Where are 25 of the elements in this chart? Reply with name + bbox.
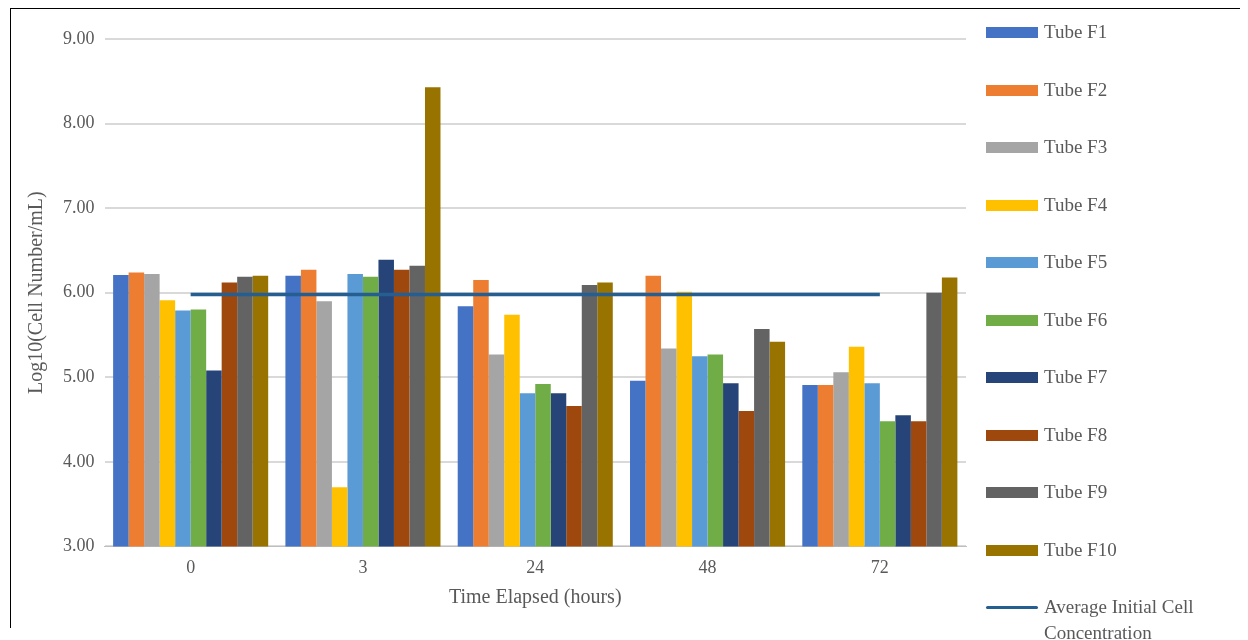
legend-label: Average Initial Cell Concentration <box>1044 595 1195 640</box>
x-tick-label: 3 <box>358 556 368 577</box>
y-tick-label: 6.00 <box>63 281 95 302</box>
legend-label: Tube F4 <box>1044 192 1108 217</box>
legend-label: Tube F10 <box>1044 537 1117 562</box>
legend-label: Tube F7 <box>1044 365 1108 389</box>
x-tick-label: 48 <box>698 556 717 577</box>
legend-label: Tube F9 <box>1044 480 1108 504</box>
legend-label: Tube F8 <box>1044 422 1108 447</box>
y-tick-label: 5.00 <box>63 366 95 386</box>
y-axis-title: Log10(Cell Number/mL) <box>24 191 48 395</box>
y-tick-label: 3.00 <box>63 535 95 556</box>
x-tick-label: 0 <box>186 556 196 577</box>
legend-label: Tube F2 <box>1044 77 1108 102</box>
x-tick-label: 72 <box>870 556 889 577</box>
legend-label: Tube F6 <box>1044 307 1108 332</box>
legend-label: Tube F1 <box>1044 20 1108 44</box>
y-tick-label: 9.00 <box>63 27 95 48</box>
x-tick-label: 24 <box>526 556 545 577</box>
x-axis-title: Time Elapsed (hours) <box>448 585 622 609</box>
y-tick-label: 7.00 <box>63 196 95 217</box>
legend-label: Tube F5 <box>1044 250 1108 274</box>
y-tick-label: 4.00 <box>63 450 95 471</box>
legend-label: Tube F3 <box>1044 135 1108 159</box>
y-tick-label: 8.00 <box>63 112 95 133</box>
